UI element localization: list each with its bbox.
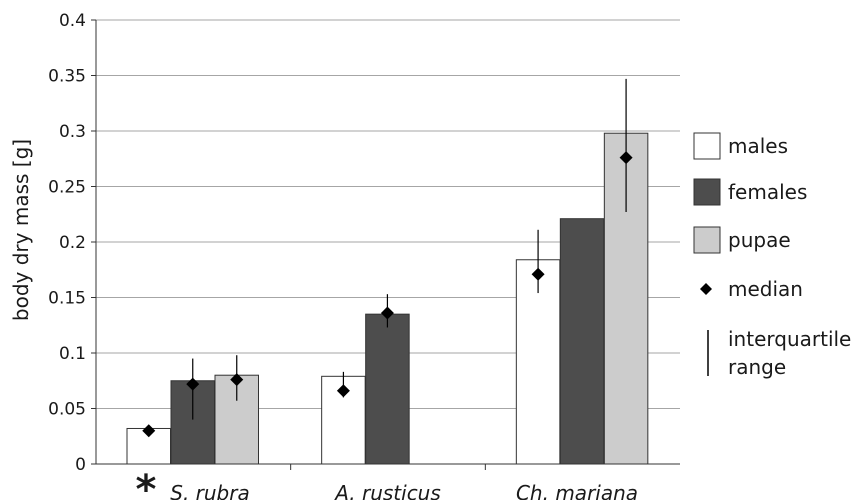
- bar-females: [365, 313, 410, 465]
- y-tick-label: 0.3: [59, 122, 86, 142]
- asterisk-mark: *: [136, 467, 157, 500]
- median-marker-males: [336, 384, 350, 398]
- legend: males females pupae median interquartile…: [693, 132, 851, 379]
- y-tick-label: 0.1: [59, 344, 86, 364]
- legend-label-iqr-line1: interquartile: [728, 327, 851, 351]
- legend-median-diamond-icon: [700, 283, 712, 295]
- legend-label-iqr-line2: range: [728, 355, 786, 379]
- median-markers: [142, 151, 633, 438]
- x-tick-label-3: Ch. mariana: [516, 481, 638, 500]
- y-tick-label: 0.2: [59, 233, 86, 253]
- x-tick-label-1: S. rubra: [170, 481, 249, 500]
- legend-swatch-males: [693, 132, 721, 160]
- legend-swatch-pupae: [693, 226, 721, 254]
- y-tick-label: 0.05: [48, 400, 86, 420]
- y-tick-label: 0.25: [48, 178, 86, 198]
- legend-label-females: females: [728, 180, 807, 204]
- y-tick-label: 0.35: [48, 67, 86, 87]
- median-marker-pupae: [230, 373, 244, 387]
- legend-label-males: males: [728, 134, 788, 158]
- y-tick-label: 0: [75, 455, 86, 475]
- median-marker-females: [186, 377, 200, 391]
- median-marker-pupae: [619, 151, 633, 165]
- bar-females: [559, 218, 605, 465]
- x-tick-label-2: A. rusticus: [333, 481, 441, 500]
- y-tick-label: 0.4: [59, 11, 86, 31]
- median-marker-females: [380, 306, 394, 320]
- y-tick-label: 0.15: [48, 289, 86, 309]
- median-marker-males: [531, 267, 545, 281]
- axes: 0 0.05 0.1 0.15 0.2 0.25 0.3 0.35 0.4: [48, 11, 680, 475]
- legend-label-pupae: pupae: [728, 228, 791, 252]
- y-axis-label: body dry mass [g]: [9, 139, 33, 321]
- legend-label-median: median: [728, 277, 803, 301]
- legend-swatch-females: [693, 178, 721, 206]
- median-marker-males: [142, 424, 156, 438]
